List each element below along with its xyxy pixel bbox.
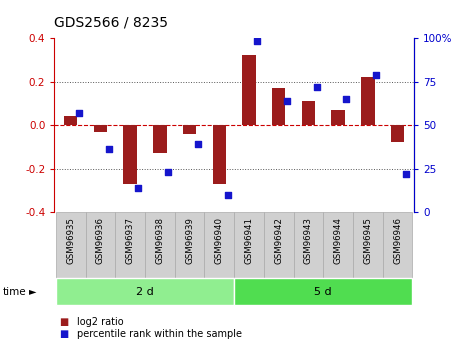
Bar [264,212,294,278]
Point [105,147,113,152]
Bar [391,125,404,142]
Text: percentile rank within the sample: percentile rank within the sample [77,329,242,338]
Text: ■: ■ [59,317,69,326]
Bar [145,212,175,278]
Text: GSM96942: GSM96942 [274,217,283,264]
Bar [86,212,115,278]
Text: ■: ■ [59,329,69,338]
Bar [323,212,353,278]
Bar [56,278,234,305]
Point [342,96,350,102]
Point [402,171,410,177]
Text: GDS2566 / 8235: GDS2566 / 8235 [54,16,168,30]
Point [283,98,291,104]
Text: GSM96936: GSM96936 [96,217,105,264]
Bar [361,77,375,125]
Bar [383,212,412,278]
Point [224,192,231,197]
Text: GSM96946: GSM96946 [393,217,402,264]
Text: GSM96935: GSM96935 [66,217,75,264]
Text: GSM96945: GSM96945 [363,217,372,264]
Point [75,110,83,116]
Bar [294,212,323,278]
Bar [123,125,137,184]
Text: GSM96938: GSM96938 [155,217,164,264]
Bar [56,212,86,278]
Point [313,84,321,89]
Point [165,169,172,175]
Text: GSM96943: GSM96943 [304,217,313,264]
Point [194,141,201,147]
Point [135,185,142,190]
Text: GSM96937: GSM96937 [126,217,135,264]
Text: GSM96941: GSM96941 [245,217,254,264]
Bar [212,125,226,184]
Bar [94,125,107,131]
Text: GSM96944: GSM96944 [333,217,342,264]
Bar [64,116,78,125]
Bar [272,88,285,125]
Bar [234,212,264,278]
Bar [302,101,315,125]
Bar [234,278,412,305]
Text: ►: ► [29,287,37,296]
Bar [175,212,204,278]
Bar [183,125,196,134]
Bar [204,212,234,278]
Text: 5 d: 5 d [315,287,332,296]
Point [372,72,380,77]
Text: GSM96940: GSM96940 [215,217,224,264]
Point [254,39,261,44]
Bar [115,212,145,278]
Text: time: time [2,287,26,296]
Bar [242,55,256,125]
Bar [332,110,345,125]
Text: GSM96939: GSM96939 [185,217,194,264]
Text: log2 ratio: log2 ratio [77,317,124,326]
Text: 2 d: 2 d [136,287,154,296]
Bar [353,212,383,278]
Bar [153,125,166,154]
